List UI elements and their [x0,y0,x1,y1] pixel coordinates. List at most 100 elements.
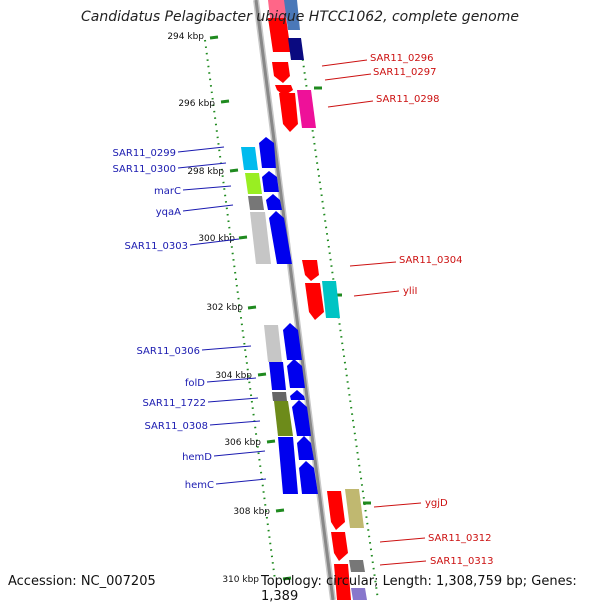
gene-top-navy [288,38,304,60]
tick-304 [257,372,267,377]
leader-sar11-0298 [327,100,374,108]
label-sar11-0303: SAR11_0303 [125,241,189,252]
leader-sar11-0312 [379,537,426,543]
tick-label-298: 298 kbp [187,167,224,177]
tick-300 [238,235,248,240]
tick-label-296: 296 kbp [178,99,215,109]
gene-sar11-0312 [331,532,348,561]
right-leader-lines [321,59,427,566]
tick-294 [209,35,219,40]
gene-marc-green [245,173,262,194]
gene-sar11-1722-grey [272,392,287,401]
gene-hemd-blue-b [297,436,314,460]
gene-sar11-0299-blue [259,137,276,168]
tick-marks [209,35,371,581]
leader-sar11-0304 [349,261,397,267]
gene-ygjd-olive [345,489,364,528]
tick-label-310: 310 kbp [222,575,259,585]
leader-hemd [213,450,266,457]
tick-310 [282,576,292,581]
label-sar11-1722: SAR11_1722 [143,398,207,409]
genome-backbone-core [254,0,335,600]
leader-sar11-0296 [321,59,368,67]
gene-sar11-0298-red [279,93,298,132]
label-sar11-0308: SAR11_0308 [145,421,209,432]
gene-sar11-0304 [302,260,319,281]
leader-sar11-0300 [177,162,227,169]
gene-sar11-0308-blue [292,400,311,436]
tick-306 [266,439,276,444]
left-leader-lines [177,146,267,485]
label-ygjd: ygjD [425,498,448,509]
gene-ygjd-red [327,491,345,530]
tick-label-304: 304 kbp [215,371,252,381]
leader-marc [182,185,232,191]
leader-ygjd [373,502,422,508]
tick-308 [275,508,285,513]
tick-label-294: 294 kbp [167,32,204,42]
reverse-strand-genes [268,0,367,600]
gene-top-steelblue [284,0,300,30]
leader-yqaa [182,204,234,212]
leader-fold [206,377,257,383]
leader-ylii [353,290,400,297]
leader-sar11-0303 [189,238,240,246]
gene-fold-blue-a [269,362,286,390]
gene-sar11-1722-blue [290,390,305,400]
label-sar11-0299: SAR11_0299 [113,148,177,159]
label-sar11-0306: SAR11_0306 [137,346,201,357]
leader-sar11-0313 [379,560,427,566]
leader-sar11-0299 [177,146,225,153]
tick-296 [220,99,230,104]
leader-sar11-1722 [207,397,259,403]
gene-ylii-red [305,283,324,320]
label-sar11-0298: SAR11_0298 [376,94,440,105]
tick-label-308: 308 kbp [233,507,270,517]
gene-sar11-0296-red [272,62,290,83]
gene-hemd-blue [278,437,298,494]
gene-top-pink [268,0,288,18]
gene-sar11-0299-cyan [241,147,258,170]
label-sar11-0296: SAR11_0296 [370,53,434,64]
label-ylii: yliI [403,286,417,297]
label-fold: folD [185,378,205,389]
genome-title: Candidatus Pelagibacter ubique HTCC1062,… [80,9,519,25]
label-sar11-0313: SAR11_0313 [430,556,494,567]
label-sar11-0304: SAR11_0304 [399,255,463,266]
gene-sar11-0297-red [275,85,293,96]
gene-sar11-0306-grey [264,325,282,362]
tick-label-302: 302 kbp [206,303,243,313]
tick-302 [247,305,257,310]
label-hemc: hemC [185,480,214,491]
gene-hemc-blue [299,461,318,494]
label-marc: marC [154,186,181,197]
gene-yqaa-blue [266,194,282,210]
gene-fold-blue-b [287,359,305,388]
tick-label-306: 306 kbp [224,438,261,448]
gene-sar11-0303-grey [250,212,271,264]
gene-sar11-0303-blue [269,211,292,264]
gene-ylii-cyan [322,281,340,318]
gene-bottom-lilac [351,588,367,600]
leader-sar11-0306 [201,345,252,351]
tick-label-300: 300 kbp [198,234,235,244]
label-hemd: hemD [182,452,212,463]
leader-sar11-0297 [324,73,372,81]
tick-298 [229,168,239,173]
leader-hemc [215,478,267,485]
gene-sar11-0313-grey [349,560,365,572]
accession-text: Accession: NC_007205 [8,574,156,589]
gene-sar11-0308-olive [274,401,293,436]
gene-sar11-0298-pink [297,90,316,128]
gene-sar11-0306-blue [283,323,302,360]
leader-sar11-0308 [209,420,261,426]
label-sar11-0312: SAR11_0312 [428,533,492,544]
gene-bottom-red [334,564,351,600]
gene-yqaa-grey [248,196,264,210]
gene-marc-blue [262,171,279,192]
forward-strand-genes [241,0,318,494]
label-yqaa: yqaA [156,207,181,218]
label-sar11-0297: SAR11_0297 [373,67,437,78]
gene-top-red [268,18,291,52]
